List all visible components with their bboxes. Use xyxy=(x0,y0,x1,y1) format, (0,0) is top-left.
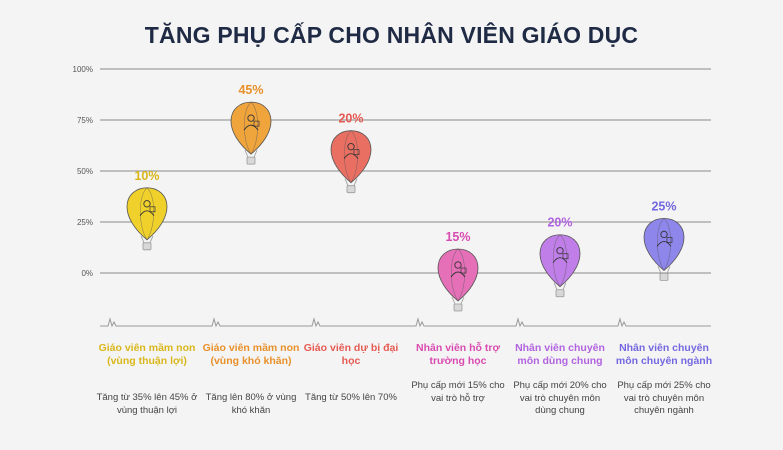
icon-head xyxy=(347,143,355,151)
balloon-envelope xyxy=(643,217,685,271)
balloon-basket xyxy=(142,242,152,251)
balloon-rope xyxy=(460,296,465,305)
balloon-basket xyxy=(659,272,669,281)
icon-body xyxy=(656,240,672,247)
icon-detail xyxy=(253,120,260,127)
icon-body xyxy=(243,124,259,131)
balloon-envelope xyxy=(539,234,581,288)
shared-staff-icon xyxy=(552,247,569,263)
category-description: Tăng lên 80% ở vùng khó khăn xyxy=(205,392,297,416)
balloon-stripe xyxy=(552,234,561,287)
category-label: Giáo viên mầm non (vùng khó khăn) xyxy=(202,342,300,367)
category-description: Tăng từ 35% lên 45% ở vùng thuận lợi xyxy=(96,392,198,416)
icon-detail xyxy=(353,149,360,156)
category-label: Nhân viên hỗ trợ trường học xyxy=(416,342,500,367)
value-label: 20% xyxy=(338,112,363,126)
icon-detail xyxy=(666,237,673,243)
balloon-envelope xyxy=(330,130,372,184)
balloon-6 xyxy=(643,217,685,281)
icon-body xyxy=(343,153,359,159)
specialist-icon xyxy=(656,230,673,247)
balloon-3 xyxy=(330,130,372,194)
balloon-rope xyxy=(562,282,567,290)
category-label: Giáo viên dự bị đại học xyxy=(303,342,399,367)
balloon-rope xyxy=(149,235,154,243)
balloon-rope xyxy=(553,282,558,290)
category-label: Giáo viên mầm non (vùng thuận lợi) xyxy=(98,342,196,367)
balloon-rope xyxy=(657,266,662,274)
category-label: Nhân viên chuyên môn chuyên ngành xyxy=(615,342,713,367)
balloon-stripe xyxy=(243,101,252,155)
balloon-envelope xyxy=(126,187,168,241)
value-label: 15% xyxy=(445,230,470,244)
category-label: Nhân viên chuyên môn dùng chung xyxy=(515,342,605,367)
balloon-rope xyxy=(253,149,258,158)
balloon-stripe xyxy=(343,130,352,183)
balloon-rope xyxy=(353,178,358,186)
balloon-stripe xyxy=(139,187,148,240)
value-label: 10% xyxy=(134,169,159,183)
balloon-rope xyxy=(140,235,145,243)
balloon-5 xyxy=(539,234,581,298)
category-description: Tăng từ 50% lên 70% xyxy=(305,392,397,403)
balloon-basket xyxy=(453,303,463,312)
chart-title: TĂNG PHỤ CẤP CHO NHÂN VIÊN GIÁO DỤC xyxy=(144,22,639,48)
value-label: 45% xyxy=(238,83,263,97)
icon-head xyxy=(143,200,151,208)
icon-detail xyxy=(562,253,569,260)
icon-head xyxy=(454,261,462,269)
balloon-4 xyxy=(437,248,479,312)
y-tick-label: 100% xyxy=(73,65,93,74)
category-description: Phụ cấp mới 20% cho vai trò chuyên môn d… xyxy=(513,380,607,416)
y-tick-label: 75% xyxy=(77,116,93,125)
balloon-1 xyxy=(126,187,168,251)
balloon-basket xyxy=(246,156,256,165)
balloon-basket xyxy=(555,289,565,298)
icon-body xyxy=(450,271,466,278)
icon-detail xyxy=(460,267,467,274)
graduate-icon xyxy=(343,143,360,159)
baseline xyxy=(100,317,711,328)
child-teacher-icon xyxy=(139,200,156,217)
school-bag-icon xyxy=(243,114,260,131)
y-tick-label: 50% xyxy=(77,167,93,176)
icon-body xyxy=(552,257,568,263)
value-label: 25% xyxy=(651,199,676,213)
balloon-2 xyxy=(230,101,272,165)
balloon-envelope xyxy=(230,101,272,155)
y-tick-label: 0% xyxy=(81,269,93,278)
support-staff-icon xyxy=(450,261,467,278)
icon-detail xyxy=(149,206,156,213)
icon-head xyxy=(247,114,255,122)
balloon-rope xyxy=(451,296,456,305)
value-label: 20% xyxy=(547,216,572,230)
balloon-stripe xyxy=(450,248,459,302)
category-description: Phụ cấp mới 25% cho vai trò chuyên môn c… xyxy=(617,380,711,416)
icon-body xyxy=(139,210,155,217)
balloon-basket xyxy=(346,185,356,194)
icon-head xyxy=(556,247,564,255)
balloon-stripe xyxy=(656,218,665,271)
balloon-rope xyxy=(344,178,349,186)
balloon-rope xyxy=(244,149,249,158)
balloon-envelope xyxy=(437,248,479,302)
balloon-rope xyxy=(666,266,671,274)
category-description: Phụ cấp mới 15% cho vai trò hỗ trợ xyxy=(411,380,505,404)
y-tick-label: 25% xyxy=(77,218,93,227)
icon-head xyxy=(660,230,668,239)
